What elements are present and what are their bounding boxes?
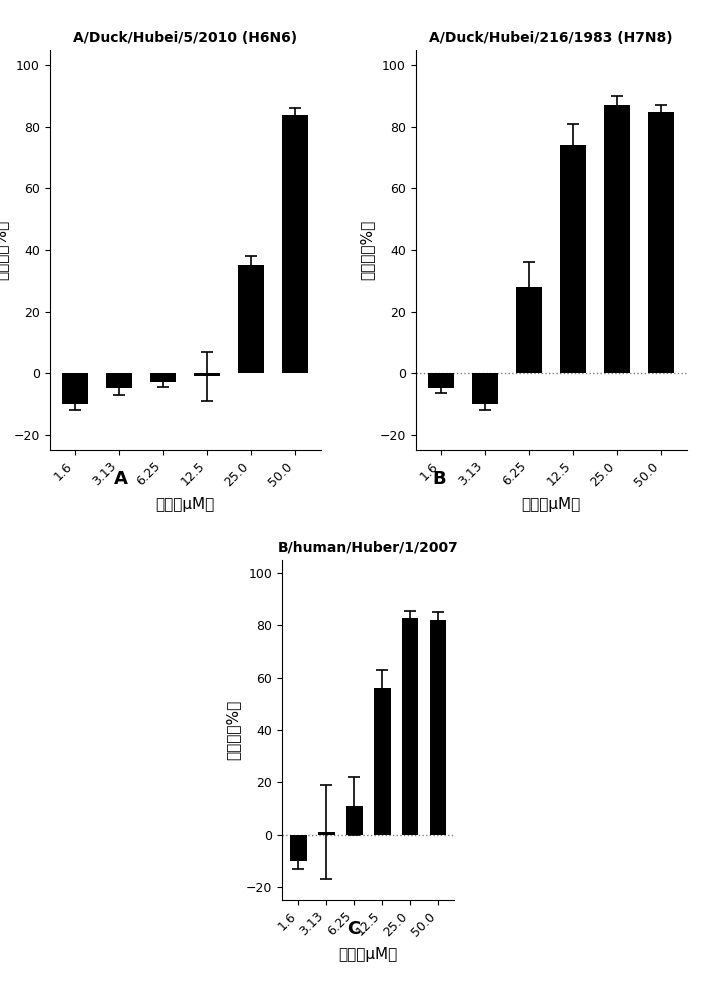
Bar — [62, 373, 88, 404]
Bar — [430, 620, 447, 835]
X-axis label: 浓度（μM）: 浓度（μM） — [522, 497, 581, 512]
X-axis label: 浓度（μM）: 浓度（μM） — [338, 947, 398, 962]
Bar — [428, 373, 455, 388]
Text: A: A — [113, 470, 127, 488]
Bar — [560, 145, 586, 373]
X-axis label: 浓度（μM）: 浓度（μM） — [156, 497, 215, 512]
Bar — [318, 832, 335, 835]
Bar — [516, 287, 542, 373]
Y-axis label: 抑制率（%）: 抑制率（%） — [225, 700, 241, 760]
Bar — [648, 112, 675, 373]
Title: A/Duck/Hubei/216/1983 (H7N8): A/Duck/Hubei/216/1983 (H7N8) — [429, 31, 673, 45]
Bar — [346, 806, 362, 835]
Bar — [106, 373, 132, 388]
Text: C: C — [348, 920, 360, 938]
Bar — [194, 373, 220, 376]
Bar — [472, 373, 498, 404]
Bar — [290, 835, 307, 861]
Bar — [282, 115, 309, 373]
Bar — [374, 688, 391, 835]
Title: A/Duck/Hubei/5/2010 (H6N6): A/Duck/Hubei/5/2010 (H6N6) — [73, 31, 297, 45]
Bar — [238, 265, 264, 373]
Title: B/human/Huber/1/2007: B/human/Huber/1/2007 — [278, 541, 459, 555]
Text: B: B — [432, 470, 446, 488]
Bar — [401, 618, 418, 835]
Bar — [150, 373, 176, 382]
Bar — [604, 105, 630, 373]
Y-axis label: 抑制率（%）: 抑制率（%） — [0, 220, 8, 280]
Y-axis label: 抑制率（%）: 抑制率（%） — [359, 220, 374, 280]
